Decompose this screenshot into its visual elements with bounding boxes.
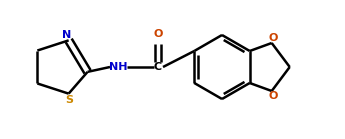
- Text: NH: NH: [109, 62, 127, 72]
- Text: O: O: [268, 91, 277, 101]
- Text: O: O: [153, 29, 163, 39]
- Text: C: C: [154, 62, 162, 72]
- Text: O: O: [268, 33, 277, 43]
- Text: S: S: [66, 95, 73, 105]
- Text: N: N: [62, 30, 71, 40]
